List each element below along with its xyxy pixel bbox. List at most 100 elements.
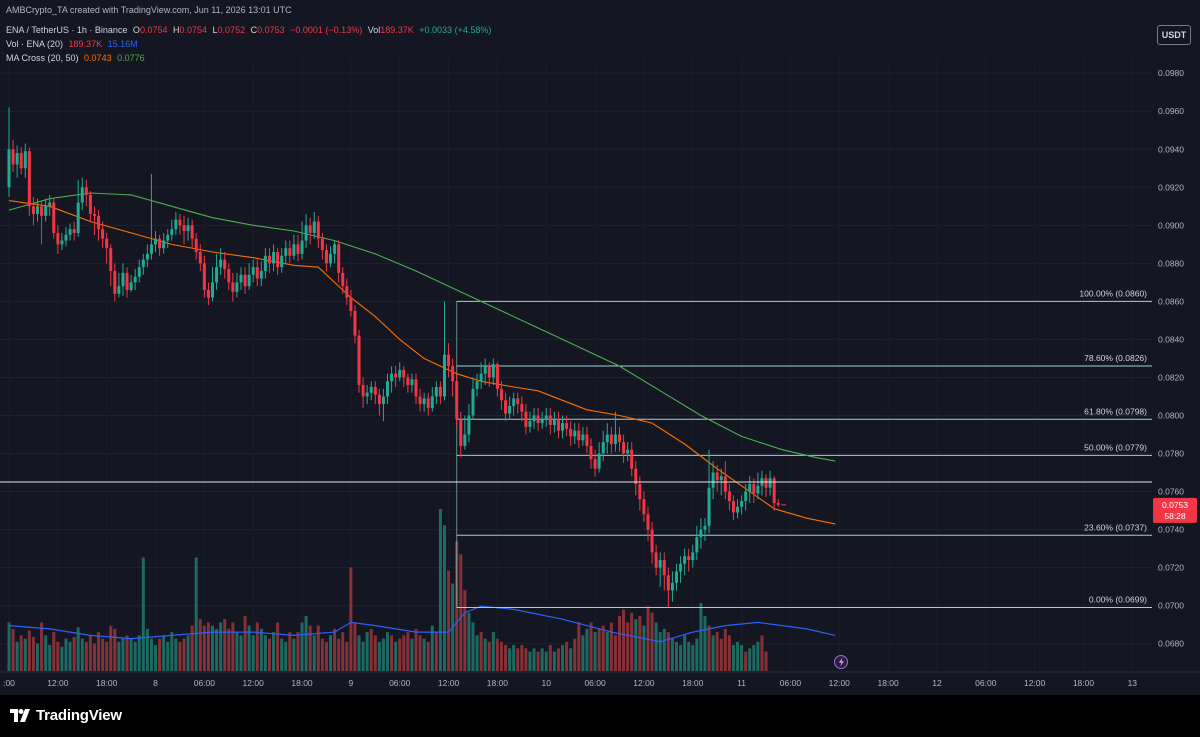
volume-bar	[731, 645, 735, 671]
candle-body	[646, 514, 650, 530]
high-label: H	[172, 25, 180, 35]
volume-bar	[251, 635, 255, 671]
volume-bar	[324, 641, 328, 671]
volume-bar	[516, 648, 520, 671]
time-tick-label: 12:00	[633, 678, 655, 688]
candle-body	[92, 213, 96, 216]
candle-body	[117, 286, 121, 294]
candle-body	[296, 244, 300, 254]
volume-bar	[475, 635, 479, 671]
volume-bar	[365, 632, 369, 671]
candle-body	[585, 434, 589, 446]
volume-bar	[329, 635, 333, 671]
candle-body	[125, 272, 129, 290]
candle-body	[548, 415, 552, 426]
price-chart[interactable]: 100.00% (0.0860) 78.60% (0.0826) 61.80% (0…	[0, 0, 1200, 695]
candle-body	[105, 238, 109, 249]
volume-bar	[504, 645, 508, 671]
candle-body	[556, 419, 560, 431]
candle-body	[618, 434, 621, 443]
volume-bar	[341, 632, 345, 671]
volume-bar	[194, 557, 198, 671]
candle-body	[451, 366, 455, 382]
candle-body	[243, 274, 247, 287]
candle-body	[23, 151, 27, 169]
volume-bar	[23, 638, 27, 671]
candle-body	[109, 248, 113, 271]
candle-body	[263, 255, 267, 271]
volume-bar	[556, 648, 560, 671]
candle-body	[72, 229, 76, 233]
vol-change: +0.0033 (+4.58%)	[419, 25, 492, 35]
candle-body	[211, 282, 214, 298]
candle-body	[52, 202, 56, 233]
time-axis[interactable]: :00 12:00 18:00 8 06:00 12:00 18:00 9 06:00 12:00…	[0, 671, 1200, 688]
candle-body	[593, 459, 597, 469]
volume-bar	[304, 615, 308, 671]
tradingview-logo[interactable]: TradingView	[10, 707, 122, 724]
volume-bar	[605, 632, 609, 671]
open-label: O	[132, 25, 140, 35]
volume-bar	[48, 645, 52, 671]
candle-body	[707, 487, 711, 526]
volume-bar	[178, 641, 182, 671]
volume-bar	[361, 641, 365, 671]
fibonacci-retracement[interactable]: 100.00% (0.0860) 78.60% (0.0826) 61.80% (0…	[456, 288, 1152, 609]
volume-bar	[162, 635, 166, 671]
candle-body	[699, 529, 703, 538]
currency-button[interactable]: USDT	[1157, 25, 1191, 45]
candle-body	[573, 430, 577, 437]
price-axis[interactable]: 0.0680 0.0700 0.0720 0.0740 0.0760 0.0780 0.08…	[1152, 0, 1200, 695]
candle-body	[202, 263, 206, 290]
candle-body	[723, 476, 727, 492]
volume-bar	[109, 625, 113, 671]
volume-bar	[679, 645, 683, 671]
volume-bar	[569, 648, 573, 671]
volume-bar	[626, 622, 630, 671]
volume-bar	[145, 628, 149, 671]
volume-bar	[674, 641, 678, 671]
replay-icon[interactable]	[834, 655, 848, 669]
candle-body	[141, 259, 145, 268]
volume-bar	[88, 635, 92, 671]
candle-body	[609, 434, 613, 445]
volume-bar	[740, 645, 744, 671]
volume-bar	[760, 635, 764, 671]
horizontal-price-line[interactable]: 0.0765	[0, 475, 1197, 490]
volume-bar	[418, 635, 422, 671]
candle-body	[430, 396, 434, 408]
candle-body	[239, 274, 243, 283]
candle-body	[35, 206, 39, 214]
candle-body	[44, 206, 48, 216]
footer: TradingView	[0, 695, 1200, 737]
candle-body	[520, 404, 524, 412]
volume-bar	[630, 612, 634, 671]
volume-bar	[390, 635, 394, 671]
candle-body	[406, 377, 410, 386]
candle-body	[149, 244, 153, 254]
candle-body	[581, 434, 585, 441]
ma50-value: 0.0776	[117, 53, 145, 63]
volume-bar	[683, 635, 687, 671]
volume-bar	[76, 627, 80, 671]
candle-body	[15, 153, 19, 165]
candle-body	[422, 398, 426, 405]
candle-body	[190, 225, 194, 239]
candle-body	[711, 472, 715, 488]
chart-area[interactable]: 100.00% (0.0860) 78.60% (0.0826) 61.80% (0…	[0, 0, 1200, 695]
volume-bar	[211, 625, 214, 671]
volume-bar	[11, 628, 15, 671]
volume-bar	[691, 645, 695, 671]
volume-bar	[337, 638, 341, 671]
volume-bar	[703, 615, 707, 671]
price-tick-label: 0.0820	[1158, 372, 1184, 382]
candle-body	[455, 381, 459, 420]
volume-bar	[491, 632, 495, 671]
volume-bar	[442, 525, 446, 671]
volume-bar	[19, 635, 23, 671]
time-tick-label: 11	[737, 678, 746, 688]
candle-body	[182, 225, 186, 232]
price-tick-label: 0.0960	[1158, 106, 1184, 116]
volume-bar	[601, 625, 605, 671]
